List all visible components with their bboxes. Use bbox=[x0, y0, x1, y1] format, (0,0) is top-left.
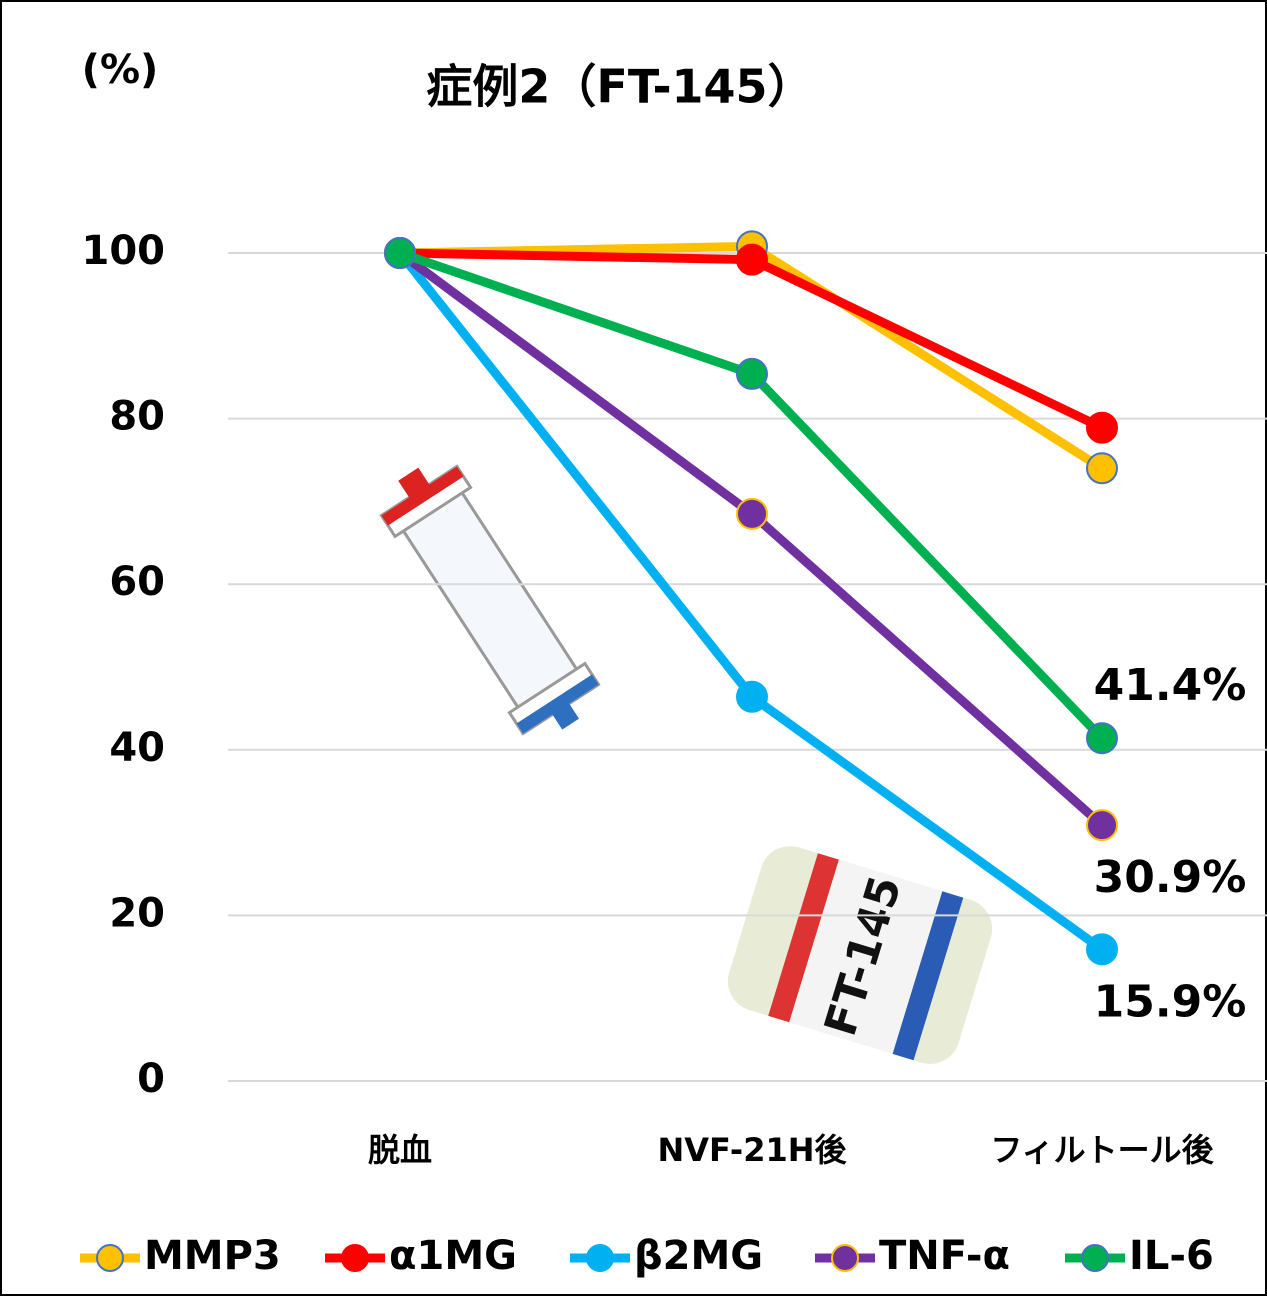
filter-illustration bbox=[379, 464, 601, 736]
x-tick-label: 脱血 bbox=[368, 1131, 432, 1169]
data-point bbox=[736, 680, 768, 713]
data-label: 41.4% bbox=[1094, 660, 1247, 711]
data-point bbox=[1086, 809, 1118, 842]
x-tick-label: フィルトール後 bbox=[990, 1131, 1214, 1169]
legend-label: α1MG bbox=[389, 1233, 517, 1279]
legend-marker bbox=[831, 1244, 859, 1272]
data-point bbox=[1086, 722, 1118, 755]
legend-label: MMP3 bbox=[144, 1233, 281, 1279]
y-tick-label: 60 bbox=[109, 559, 165, 605]
legend-marker bbox=[96, 1244, 124, 1272]
legend-label: β2MG bbox=[634, 1233, 763, 1279]
y-tick-label: 20 bbox=[109, 890, 165, 936]
x-tick-label: NVF-21H後 bbox=[657, 1131, 847, 1169]
y-tick-label: 100 bbox=[82, 228, 166, 274]
y-axis-label: (%) bbox=[82, 47, 159, 93]
legend-label: IL-6 bbox=[1129, 1233, 1214, 1279]
chart-title: 症例2（FT-145） bbox=[426, 60, 813, 114]
product-photo: FT-145 bbox=[727, 846, 993, 1064]
data-point bbox=[736, 357, 768, 390]
y-tick-label: 0 bbox=[137, 1056, 165, 1102]
data-point bbox=[1086, 933, 1118, 966]
data-label: 30.9% bbox=[1094, 852, 1247, 903]
data-point bbox=[1086, 411, 1118, 444]
data-point bbox=[736, 243, 768, 276]
data-point bbox=[1086, 452, 1118, 485]
data-point bbox=[736, 497, 768, 530]
legend-marker bbox=[341, 1244, 369, 1272]
legend-marker bbox=[586, 1244, 614, 1272]
data-point bbox=[384, 237, 416, 269]
y-tick-label: 40 bbox=[109, 725, 165, 771]
legend-marker bbox=[1081, 1244, 1109, 1272]
legend-label: TNF-α bbox=[879, 1233, 1010, 1279]
data-label: 15.9% bbox=[1094, 976, 1247, 1027]
y-tick-label: 80 bbox=[109, 394, 165, 440]
